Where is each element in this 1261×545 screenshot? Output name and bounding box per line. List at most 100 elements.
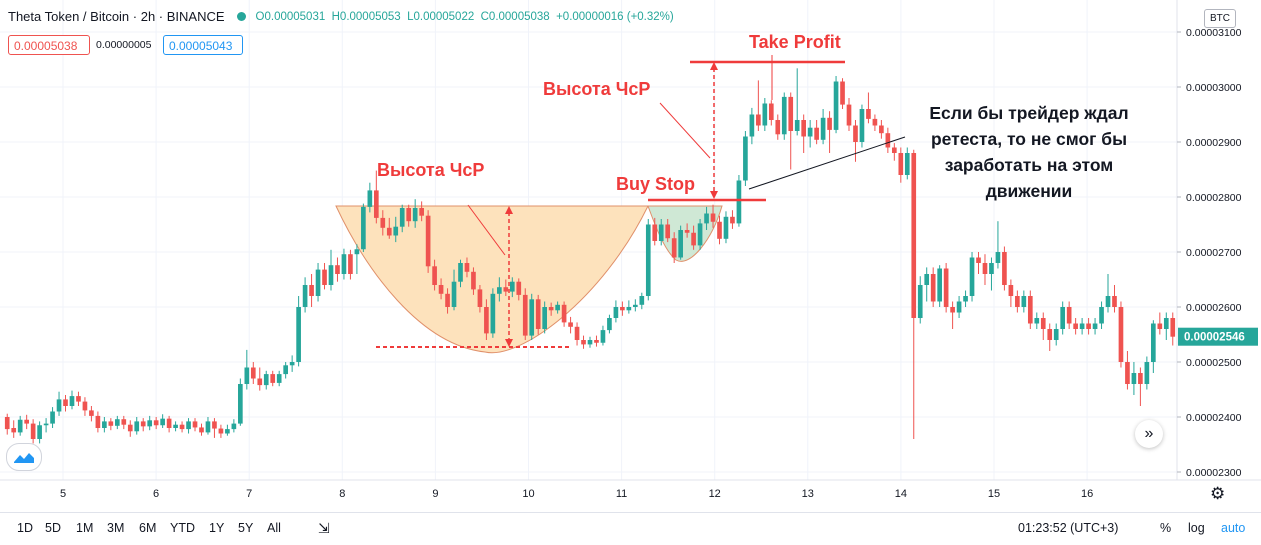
range-all-button[interactable]: All bbox=[267, 521, 281, 535]
candle-body bbox=[820, 117, 826, 140]
candle-body bbox=[969, 257, 975, 296]
candle bbox=[173, 421, 178, 432]
range-3m-button[interactable]: 3M bbox=[107, 521, 125, 535]
candle-body bbox=[872, 118, 878, 126]
candle-body bbox=[898, 153, 904, 175]
candle-body bbox=[529, 299, 535, 336]
cup-shape bbox=[335, 205, 649, 354]
auto-scale-button[interactable]: auto bbox=[1221, 521, 1246, 535]
candle-body bbox=[775, 120, 781, 135]
time-tick-label: 11 bbox=[616, 488, 627, 500]
candle bbox=[238, 378, 243, 426]
candle bbox=[917, 276, 923, 324]
tradingview-logo-icon[interactable] bbox=[6, 443, 42, 471]
candle bbox=[69, 390, 75, 410]
symbol-title[interactable]: Theta Token / Bitcoin · 2h · BINANCE bbox=[8, 9, 225, 24]
candle-body bbox=[250, 367, 256, 379]
candle bbox=[490, 288, 496, 338]
candle bbox=[1112, 285, 1117, 313]
candle bbox=[231, 419, 237, 433]
candle-body bbox=[574, 326, 580, 340]
scroll-to-realtime-button[interactable]: » bbox=[1135, 420, 1163, 448]
candle-body bbox=[270, 374, 276, 383]
settings-gear-icon[interactable]: ⚙ bbox=[1210, 484, 1226, 503]
candle-body bbox=[283, 365, 288, 375]
candles bbox=[4, 68, 1176, 444]
candle bbox=[788, 92, 794, 170]
candle bbox=[704, 206, 709, 230]
range-6m-button[interactable]: 6M bbox=[139, 521, 157, 535]
candle bbox=[801, 114, 807, 153]
candle bbox=[1073, 318, 1078, 335]
target-height-pointer bbox=[659, 102, 711, 159]
candle bbox=[11, 420, 17, 438]
candle-body bbox=[710, 213, 716, 222]
percent-scale-button[interactable]: % bbox=[1160, 521, 1172, 535]
candle-body bbox=[768, 103, 774, 120]
retest-note: Если бы трейдер ждал ретеста, то не смог… bbox=[904, 100, 1154, 204]
candle-body bbox=[108, 421, 114, 426]
candle bbox=[607, 314, 612, 334]
candle bbox=[665, 219, 671, 243]
annotation-lines bbox=[376, 55, 906, 348]
range-5d-button[interactable]: 5D bbox=[45, 521, 61, 535]
range-1m-button[interactable]: 1M bbox=[76, 521, 94, 535]
price-tick-label: 0.00002900 bbox=[1186, 137, 1242, 149]
candle bbox=[762, 98, 768, 131]
candle bbox=[386, 217, 392, 239]
bid-price-badge[interactable]: 0.00005038 bbox=[8, 35, 90, 55]
candle bbox=[89, 406, 94, 422]
price-tick-label: 0.00002500 bbox=[1186, 357, 1242, 369]
candle bbox=[322, 263, 327, 290]
time-axis[interactable]: 5 6 7 8 9 10 11 12 13 14 15 16 bbox=[0, 479, 1261, 500]
candle-body bbox=[1086, 323, 1091, 329]
cup-height-arrow-head-bottom bbox=[505, 339, 513, 347]
candle bbox=[794, 68, 800, 136]
candle-body bbox=[95, 415, 101, 428]
candle-body bbox=[438, 285, 444, 294]
date-range-icon[interactable]: ⇲ bbox=[318, 520, 330, 536]
price-axis[interactable]: 0.00002300 0.00002400 0.00002500 0.00002600… bbox=[1176, 0, 1242, 480]
range-1d-button[interactable]: 1D bbox=[17, 521, 33, 535]
candle-body bbox=[995, 252, 1001, 263]
candle-body bbox=[186, 421, 191, 430]
candle-body bbox=[82, 401, 88, 411]
currency-badge[interactable]: BTC bbox=[1204, 9, 1236, 28]
candle bbox=[509, 277, 515, 298]
candle-body bbox=[367, 190, 373, 207]
candle-body bbox=[432, 266, 437, 285]
retest-note-line-3: заработать на этом bbox=[944, 155, 1114, 175]
candle-body bbox=[950, 307, 955, 313]
candle-body bbox=[885, 133, 891, 148]
candle bbox=[1060, 301, 1066, 335]
candle-body bbox=[102, 421, 107, 428]
price-tick-label: 0.00002600 bbox=[1186, 302, 1242, 314]
candle bbox=[671, 232, 677, 263]
candle-body bbox=[568, 322, 573, 327]
candle bbox=[1040, 312, 1046, 340]
candle-body bbox=[134, 421, 140, 432]
candle bbox=[244, 349, 250, 390]
candle bbox=[516, 278, 522, 301]
range-ytd-button[interactable]: YTD bbox=[170, 521, 195, 535]
candle-body bbox=[1047, 329, 1053, 340]
candle bbox=[205, 417, 211, 435]
clock-display[interactable]: 01:23:52 (UTC+3) bbox=[1018, 521, 1119, 535]
candle bbox=[503, 279, 509, 296]
candle bbox=[309, 274, 314, 307]
candle-body bbox=[289, 362, 295, 366]
range-1y-button[interactable]: 1Y bbox=[209, 521, 225, 535]
log-scale-button[interactable]: log bbox=[1188, 521, 1205, 535]
candle bbox=[1079, 318, 1085, 335]
candle bbox=[872, 114, 878, 131]
ask-price-badge[interactable]: 0.00005043 bbox=[163, 35, 243, 55]
candle-body bbox=[555, 304, 560, 311]
candle bbox=[302, 277, 308, 313]
candle bbox=[1131, 362, 1137, 395]
candle-body bbox=[153, 420, 159, 426]
retest-note-line-4: движении bbox=[985, 181, 1073, 201]
candle-body bbox=[989, 263, 994, 274]
candle bbox=[477, 285, 483, 313]
range-5y-button[interactable]: 5Y bbox=[238, 521, 254, 535]
